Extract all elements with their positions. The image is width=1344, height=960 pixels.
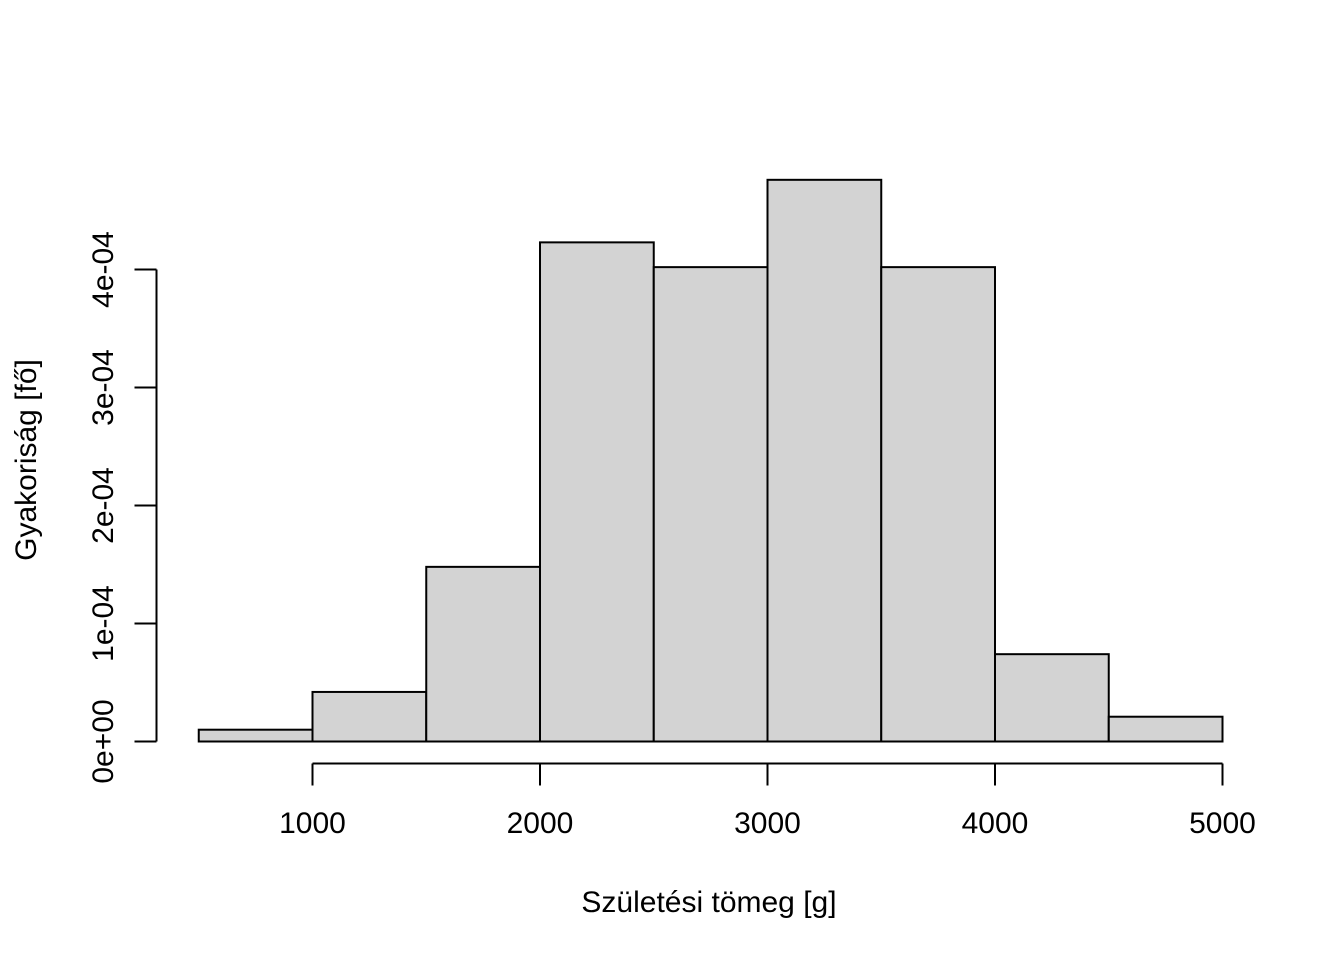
- y-tick-label-1: 1e-04: [87, 585, 120, 662]
- histogram-bar-2: [311, 690, 428, 743]
- histogram-bar-9: [1107, 715, 1224, 743]
- histogram-bar-7: [880, 266, 996, 743]
- histogram-bar-3: [425, 565, 541, 743]
- histogram-bars: [197, 178, 1224, 743]
- x-tick-label-2000: 2000: [507, 807, 574, 840]
- x-tick-label-3000: 3000: [734, 807, 801, 840]
- y-tick-label-4: 4e-04: [87, 231, 120, 308]
- y-tick-label-2: 2e-04: [87, 467, 120, 544]
- y-tick-label-3: 3e-04: [87, 349, 120, 426]
- y-axis-title: Gyakoriság [fő]: [10, 359, 43, 561]
- x-tick-label-4000: 4000: [962, 807, 1029, 840]
- histogram-bar-8: [994, 653, 1110, 743]
- x-axis: 1000 2000 3000 4000 5000: [279, 762, 1256, 840]
- histogram-bar-6: [766, 178, 883, 743]
- histogram-bar-1: [197, 728, 314, 743]
- x-tick-label-5000: 5000: [1189, 807, 1256, 840]
- histogram-bar-5: [652, 266, 769, 743]
- histogram-bar-4: [539, 241, 655, 743]
- y-tick-label-0: 0e+00: [87, 699, 120, 783]
- x-tick-label-1000: 1000: [279, 807, 346, 840]
- x-axis-title: Születési tömeg [g]: [581, 886, 836, 919]
- y-axis: 0e+00 1e-04 2e-04 3e-04 4e-04: [87, 231, 158, 784]
